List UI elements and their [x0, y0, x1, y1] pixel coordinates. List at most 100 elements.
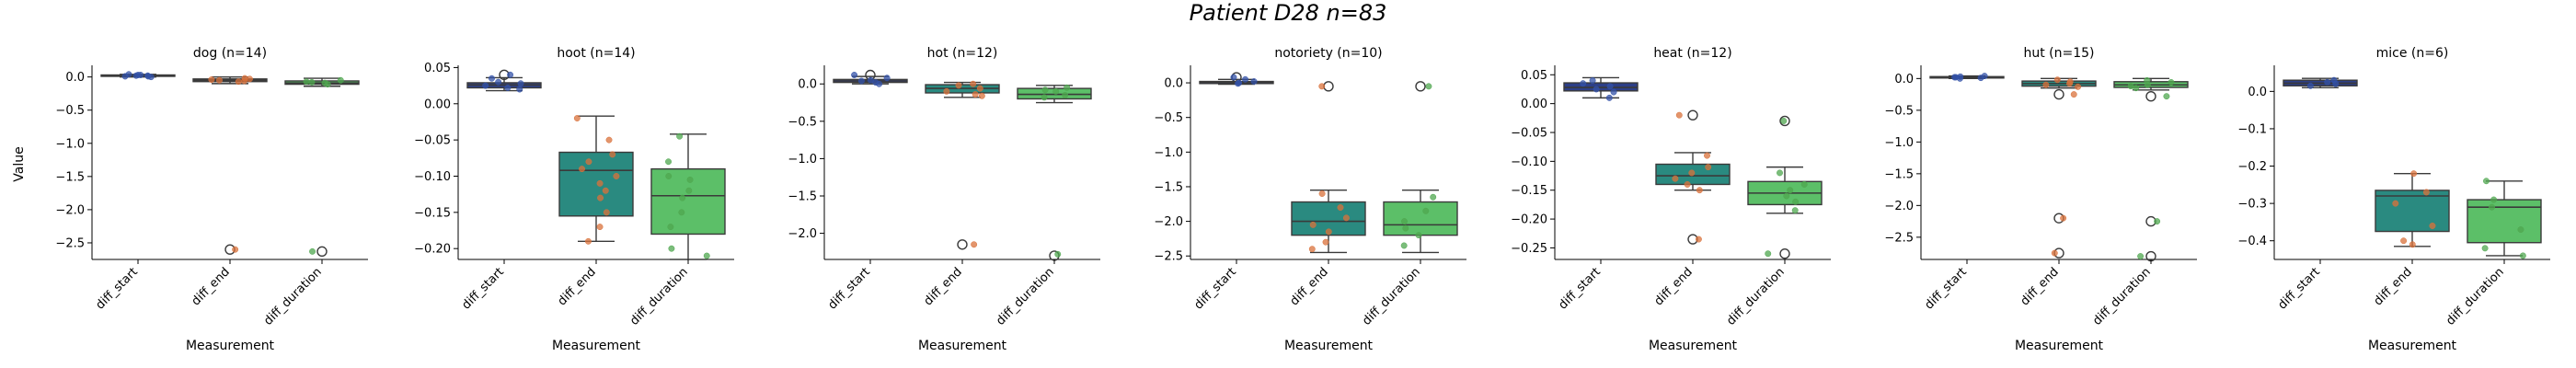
y-tick-label: −1.0: [788, 153, 817, 167]
data-point: [2483, 178, 2490, 185]
data-point: [665, 173, 673, 179]
y-tick-label: 0.05: [1521, 69, 1547, 83]
data-point: [703, 252, 710, 259]
y-tick-label: −0.5: [788, 115, 817, 129]
data-point: [1342, 214, 1350, 222]
data-point: [1605, 94, 1613, 101]
data-point: [1064, 84, 1071, 91]
y-tick-label: −2.5: [55, 236, 85, 250]
data-point: [1688, 169, 1696, 177]
x-tick-label: diff_start: [93, 265, 140, 312]
x-axis-label: Measurement: [552, 339, 641, 353]
data-point: [609, 151, 616, 158]
outlier-marker: [1779, 115, 1790, 127]
data-point: [679, 194, 686, 201]
x-tick-label: diff_duration: [994, 265, 1057, 328]
data-point: [1675, 111, 1683, 119]
x-tick-label: diff_duration: [627, 265, 691, 328]
panel-title: hot (n=12): [927, 46, 998, 61]
data-point: [1580, 80, 1587, 87]
data-point: [2053, 76, 2061, 84]
data-point: [685, 187, 693, 194]
y-tick-label: 0.0: [2248, 86, 2267, 99]
y-tick-label: 0.0: [65, 71, 85, 85]
x-tick-label: diff_end: [1652, 265, 1696, 308]
data-point: [208, 76, 215, 83]
data-point: [2154, 218, 2161, 225]
data-point: [1780, 118, 1788, 124]
data-point: [2400, 237, 2408, 245]
data-point: [1041, 94, 1048, 101]
outlier-marker: [957, 239, 968, 250]
data-point: [2168, 79, 2175, 86]
y-tick-label: −0.20: [414, 243, 451, 257]
outlier-marker: [316, 246, 328, 258]
x-tick-label: diff_end: [1288, 265, 1331, 308]
data-point: [1308, 246, 1316, 253]
data-point: [2137, 253, 2145, 259]
box-diff_end: [558, 151, 634, 217]
x-axis-label: Measurement: [1649, 339, 1738, 353]
data-point: [665, 158, 672, 166]
data-point: [1684, 181, 1691, 188]
data-point: [1791, 207, 1799, 214]
data-point: [1400, 242, 1408, 249]
data-point: [303, 78, 310, 86]
data-point: [495, 78, 502, 86]
data-point: [976, 85, 983, 92]
data-point: [2517, 226, 2524, 233]
data-point: [596, 224, 604, 231]
data-point: [1401, 218, 1408, 225]
data-point: [2330, 76, 2338, 84]
panel-title: heat (n=12): [1653, 46, 1731, 61]
x-axis-label: Measurement: [918, 339, 1007, 353]
data-point: [667, 224, 674, 231]
data-point: [971, 241, 978, 248]
panel-6: mice (n=6) 0.0 −0.1 −0.2 −0.3 −0.4 diff_start d…: [2237, 46, 2550, 353]
data-point: [585, 237, 592, 245]
data-point: [876, 80, 883, 87]
data-point: [1322, 238, 1329, 246]
data-point: [2042, 81, 2050, 88]
x-tick-label: diff_duration: [1724, 265, 1788, 328]
outlier-marker: [1415, 81, 1426, 92]
y-tick-label: −0.5: [1884, 104, 1914, 118]
y-tick-label: −0.25: [1511, 242, 1547, 256]
data-point: [144, 73, 152, 80]
data-point: [1787, 187, 1794, 194]
y-tick-label: −2.0: [788, 227, 817, 241]
data-point: [235, 78, 242, 86]
y-tick-label: −0.5: [1154, 111, 1183, 125]
panel-title: mice (n=6): [2376, 46, 2449, 61]
y-tick-label: 0.0: [798, 78, 817, 92]
data-point: [1309, 221, 1317, 228]
data-point: [1589, 77, 1596, 84]
data-point: [1430, 193, 1437, 201]
x-tick-label: diff_end: [190, 265, 233, 308]
x-tick-label: diff_end: [2018, 265, 2062, 308]
data-point: [1054, 250, 1062, 258]
data-point: [482, 82, 489, 89]
data-point: [613, 173, 620, 179]
data-point: [2422, 189, 2430, 196]
data-point: [668, 245, 675, 252]
outlier-marker: [1779, 248, 1790, 259]
data-point: [134, 72, 142, 78]
y-tick-label: −0.20: [1511, 213, 1547, 227]
data-point: [2481, 245, 2489, 252]
y-tick-label: −1.5: [788, 190, 817, 204]
data-point: [1800, 181, 1808, 188]
data-point: [1337, 204, 1344, 211]
panel-5: hut (n=15) 0.0 −0.5 −1.0 −1.5 −2.0 −2.5 diff_st…: [1884, 46, 2197, 353]
data-point: [955, 82, 962, 89]
data-point: [1235, 80, 1242, 87]
y-tick-label: −2.0: [1154, 215, 1183, 229]
data-point: [1325, 228, 1332, 236]
data-point: [1783, 192, 1790, 200]
data-point: [1705, 164, 1712, 171]
data-point: [1695, 236, 1702, 243]
y-tick-label: 0.0: [1164, 77, 1183, 91]
data-point: [1672, 175, 1679, 182]
data-point: [678, 209, 685, 216]
